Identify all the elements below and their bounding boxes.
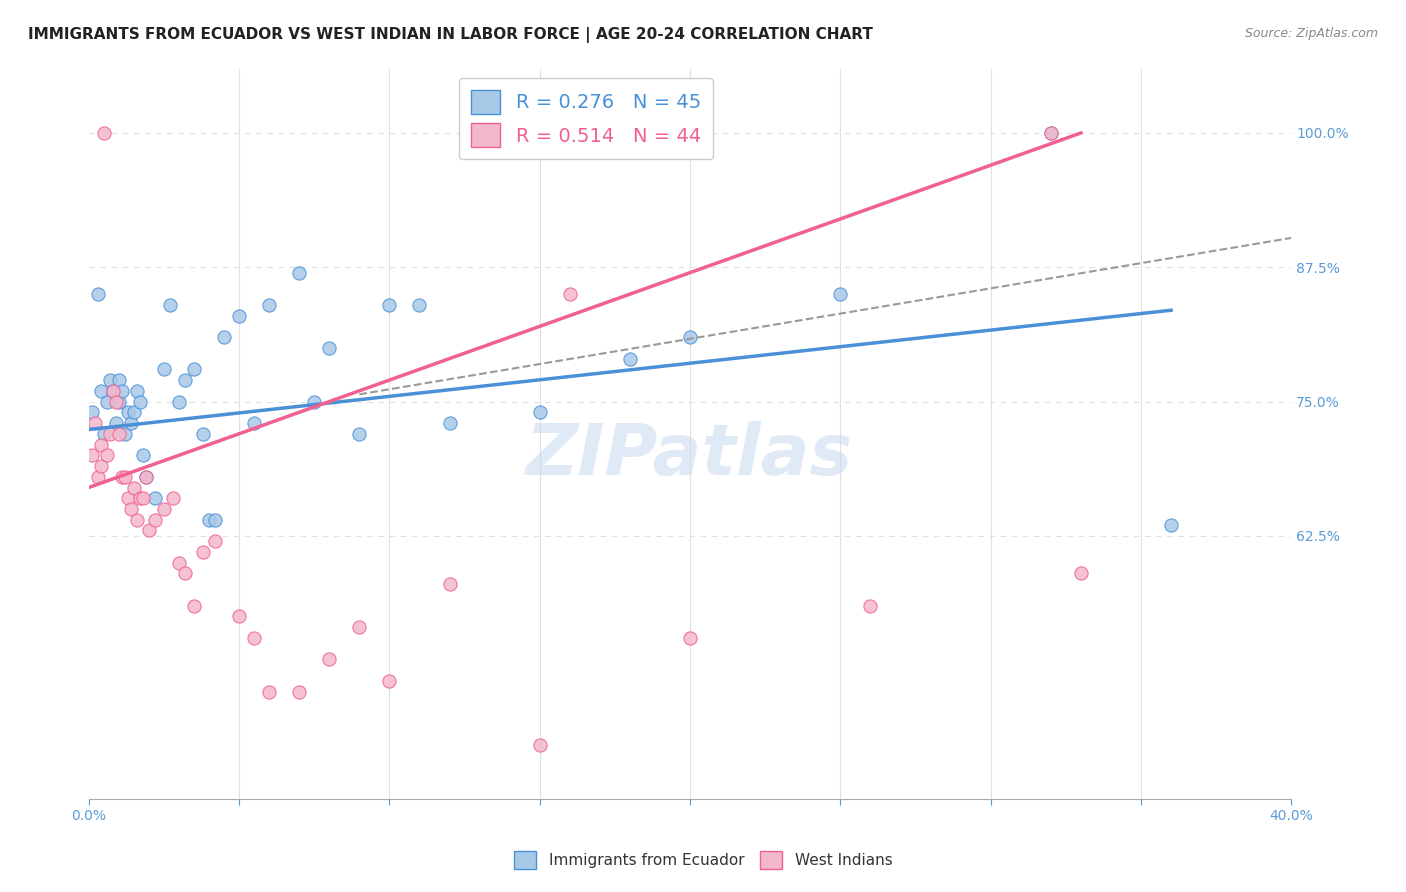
Point <box>558 287 581 301</box>
Point <box>96 448 118 462</box>
Point <box>288 266 311 280</box>
Point <box>104 394 127 409</box>
Point <box>191 426 214 441</box>
Point <box>128 491 150 506</box>
Point <box>120 416 142 430</box>
Point <box>87 287 110 301</box>
Point <box>408 298 430 312</box>
Point <box>174 373 197 387</box>
Point <box>90 384 112 398</box>
Point <box>120 502 142 516</box>
Text: ZIPatlas: ZIPatlas <box>526 421 853 491</box>
Point <box>349 620 371 634</box>
Point <box>204 534 226 549</box>
Point <box>111 384 134 398</box>
Point <box>159 298 181 312</box>
Point <box>93 426 115 441</box>
Point <box>257 684 280 698</box>
Point <box>228 609 250 624</box>
Point <box>87 469 110 483</box>
Point <box>98 373 121 387</box>
Text: Source: ZipAtlas.com: Source: ZipAtlas.com <box>1244 27 1378 40</box>
Point <box>228 309 250 323</box>
Point <box>135 469 157 483</box>
Point <box>143 513 166 527</box>
Point <box>529 739 551 753</box>
Point <box>204 513 226 527</box>
Point <box>104 416 127 430</box>
Text: IMMIGRANTS FROM ECUADOR VS WEST INDIAN IN LABOR FORCE | AGE 20-24 CORRELATION CH: IMMIGRANTS FROM ECUADOR VS WEST INDIAN I… <box>28 27 873 43</box>
Point <box>318 341 340 355</box>
Point <box>153 502 176 516</box>
Point <box>174 566 197 581</box>
Point <box>1160 518 1182 533</box>
Point <box>1039 126 1062 140</box>
Point <box>117 405 139 419</box>
Point <box>107 394 129 409</box>
Point <box>679 631 702 645</box>
Legend: R = 0.276   N = 45, R = 0.514   N = 44: R = 0.276 N = 45, R = 0.514 N = 44 <box>460 78 713 159</box>
Point <box>619 351 641 366</box>
Point <box>183 362 205 376</box>
Point <box>143 491 166 506</box>
Point <box>378 673 401 688</box>
Point <box>98 426 121 441</box>
Point <box>243 631 266 645</box>
Point <box>90 437 112 451</box>
Point <box>101 384 124 398</box>
Point <box>125 513 148 527</box>
Point <box>114 469 136 483</box>
Point <box>439 577 461 591</box>
Point <box>80 448 103 462</box>
Point <box>302 394 325 409</box>
Point <box>83 416 105 430</box>
Point <box>111 469 134 483</box>
Point <box>212 330 235 344</box>
Point <box>191 545 214 559</box>
Point <box>439 416 461 430</box>
Point <box>529 405 551 419</box>
Point <box>619 126 641 140</box>
Point <box>101 384 124 398</box>
Point <box>859 599 882 613</box>
Point <box>135 469 157 483</box>
Point <box>122 481 145 495</box>
Point <box>96 394 118 409</box>
Point <box>167 394 190 409</box>
Point <box>830 287 852 301</box>
Point <box>128 394 150 409</box>
Point <box>114 426 136 441</box>
Point <box>153 362 176 376</box>
Point <box>122 405 145 419</box>
Point <box>679 330 702 344</box>
Point <box>138 524 160 538</box>
Point <box>288 684 311 698</box>
Point <box>93 126 115 140</box>
Point <box>243 416 266 430</box>
Point <box>198 513 221 527</box>
Point <box>349 426 371 441</box>
Point <box>257 298 280 312</box>
Point <box>107 373 129 387</box>
Point <box>117 491 139 506</box>
Point <box>132 491 155 506</box>
Point <box>125 384 148 398</box>
Point <box>132 448 155 462</box>
Point <box>167 556 190 570</box>
Point <box>162 491 184 506</box>
Point <box>90 458 112 473</box>
Point <box>1039 126 1062 140</box>
Point <box>107 426 129 441</box>
Point <box>378 298 401 312</box>
Legend: Immigrants from Ecuador, West Indians: Immigrants from Ecuador, West Indians <box>508 845 898 875</box>
Point <box>1070 566 1092 581</box>
Point <box>183 599 205 613</box>
Point <box>318 652 340 666</box>
Point <box>80 405 103 419</box>
